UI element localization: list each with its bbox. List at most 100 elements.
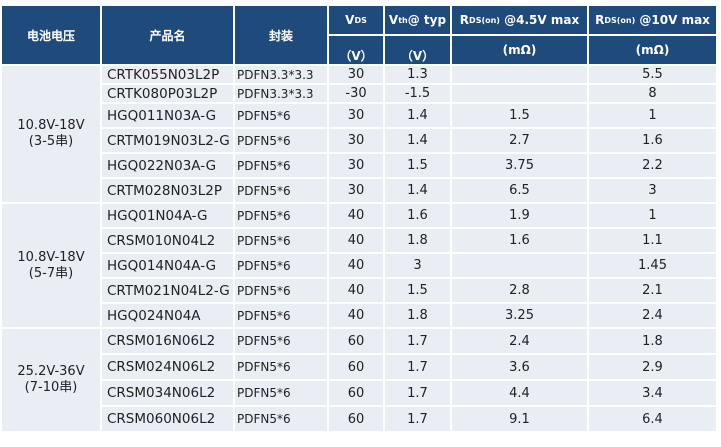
header-package: 封装 — [233, 4, 329, 66]
package: PDFN5*6 — [233, 202, 329, 229]
rds-10v-value: 2.2 — [587, 152, 718, 179]
rds-10v-value: 3.4 — [587, 379, 718, 407]
product-name: CRSM024N06L2 — [100, 353, 235, 381]
vds-value: 30 — [327, 64, 385, 85]
rds-10v-value: 8 — [587, 83, 718, 104]
header-rds-10v: RDS(on) @10V max — [587, 4, 718, 36]
table-row: 25.2V-36V (7-10串) CRSM016N06L2 PDFN5*6 60 1.7… — [0, 327, 718, 433]
package: PDFN5*6 — [233, 102, 329, 129]
rds-10v-value: 1.45 — [587, 252, 718, 279]
rds-4-5v-value: 2.7 — [450, 127, 589, 154]
package: PDFN5*6 — [233, 252, 329, 279]
rds-4-5v-value: 2.8 — [450, 277, 589, 304]
rds-4-5v-value: 1.5 — [450, 102, 589, 129]
vth-value: 1.7 — [383, 327, 452, 355]
rds-4-5v-value: 6.5 — [450, 177, 589, 204]
rds-4-5v-value: 4.4 — [450, 379, 589, 407]
product-name: CRSM060N06L2 — [100, 405, 235, 433]
table-row: HGQ022N03A-G PDFN5*6 30 1.5 3.75 2.2 — [1, 152, 718, 179]
rds-4-5v-value — [450, 252, 589, 279]
vth-value: 1.3 — [383, 64, 452, 85]
vds-value: 30 — [327, 127, 385, 154]
vds-symbol: V — [345, 13, 355, 27]
package: PDFN5*6 — [233, 277, 329, 304]
vds-value: 60 — [327, 405, 385, 433]
rds-4-5v-value — [450, 64, 589, 85]
product-name: CRSM034N06L2 — [100, 379, 235, 407]
vds-value: 60 — [327, 327, 385, 355]
vth-value: 1.5 — [383, 152, 452, 179]
vth-value: 1.8 — [383, 302, 452, 329]
group-voltage: 10.8V-18V — [17, 118, 85, 133]
rds-4-5v-value: 3.6 — [450, 353, 589, 381]
vth-value: 1.7 — [383, 353, 452, 381]
mosfet-table: 电池电压 产品名 封装 VDS Vth@ typ RDS(on) @4.5V m… — [0, 4, 718, 433]
rds-10v-value: 2.4 — [587, 302, 718, 329]
group-series: (5-7串) — [28, 265, 74, 281]
header-vds: VDS — [327, 4, 385, 36]
rds-10v-value: 6.4 — [587, 405, 718, 433]
vds-value: 40 — [327, 252, 385, 279]
rds-4-5v-value: 1.9 — [450, 202, 589, 229]
unit-vth: （V） — [383, 34, 452, 66]
header-vth: Vth@ typ — [383, 4, 452, 36]
unit-rds45: (mΩ) — [450, 34, 589, 66]
package: PDFN5*6 — [233, 353, 329, 381]
vds-value: 60 — [327, 353, 385, 381]
vds-value: 40 — [327, 277, 385, 304]
rds-10v-value: 1 — [587, 102, 718, 129]
package: PDFN5*6 — [233, 405, 329, 433]
vds-value: 40 — [327, 202, 385, 229]
rds-4-5v-value — [450, 83, 589, 104]
battery-voltage-group: 10.8V-18V (3-5串) — [0, 64, 102, 204]
package: PDFN3.3*3.3 — [233, 83, 329, 104]
vth-value: 1.4 — [383, 177, 452, 204]
product-name: HGQ024N04A — [100, 302, 235, 329]
rds10-symbol: R — [595, 13, 605, 27]
vds-value: 40 — [327, 302, 385, 329]
rds-4-5v-value: 9.1 — [450, 405, 589, 433]
vth-value: 1.7 — [383, 405, 452, 433]
vth-condition: @ typ — [407, 13, 447, 27]
rds10-condition: @10V max — [635, 13, 710, 27]
table-row: CRTK080P03L2P PDFN3.3*3.3 -30 -1.5 8 — [1, 83, 718, 104]
vds-value: 40 — [327, 227, 385, 254]
product-name: HGQ011N03A-G — [100, 102, 235, 129]
rds-10v-value: 1.1 — [587, 227, 718, 254]
vth-subscript: th — [398, 16, 408, 25]
product-name: CRTM021N04L2-G — [100, 277, 235, 304]
package: PDFN5*6 — [233, 127, 329, 154]
vth-value: 1.4 — [383, 127, 452, 154]
rds-10v-value: 1.8 — [587, 327, 718, 355]
table-row: CRTM028N03L2P PDFN5*6 30 1.4 6.5 3 — [1, 177, 718, 204]
package: PDFN5*6 — [233, 152, 329, 179]
table-row: CRSM024N06L2 PDFN5*6 60 1.7 3.6 2.9 — [1, 353, 718, 381]
rds-10v-value: 1 — [587, 202, 718, 229]
rds45-subscript: DS(on) — [469, 16, 500, 25]
table-row: HGQ011N03A-G PDFN5*6 30 1.4 1.5 1 — [1, 102, 718, 129]
rds-10v-value: 1.6 — [587, 127, 718, 154]
table-row: CRSM034N06L2 PDFN5*6 60 1.7 4.4 3.4 — [1, 379, 718, 407]
vth-value: 1.8 — [383, 227, 452, 254]
group-series: (7-10串) — [24, 380, 78, 395]
rds-4-5v-value: 3.25 — [450, 302, 589, 329]
header-product-name: 产品名 — [100, 4, 235, 66]
product-name: CRSM016N06L2 — [100, 327, 235, 355]
package: PDFN5*6 — [233, 177, 329, 204]
product-name: CRTM019N03L2-G — [100, 127, 235, 154]
rds45-symbol: R — [459, 13, 470, 27]
unit-rds10: (mΩ) — [587, 34, 718, 66]
group-voltage: 10.8V-18V — [17, 249, 85, 265]
rds-4-5v-value: 1.6 — [450, 227, 589, 254]
product-name: CRTM028N03L2P — [100, 177, 235, 204]
vds-subscript: DS — [354, 16, 367, 25]
vth-value: -1.5 — [383, 83, 452, 104]
table-row: CRSM010N04L2 PDFN5*6 40 1.8 1.6 1.1 — [1, 227, 718, 254]
table-row: 10.8V-18V (5-7串) HGQ01N04A-G PDFN5*6 40 1.6 1.… — [0, 202, 718, 329]
vth-value: 1.5 — [383, 277, 452, 304]
vds-value: 30 — [327, 177, 385, 204]
package: PDFN5*6 — [233, 302, 329, 329]
battery-voltage-group: 10.8V-18V (5-7串) — [0, 202, 102, 329]
unit-vds: （V） — [327, 34, 385, 66]
product-name: CRSM010N04L2 — [100, 227, 235, 254]
